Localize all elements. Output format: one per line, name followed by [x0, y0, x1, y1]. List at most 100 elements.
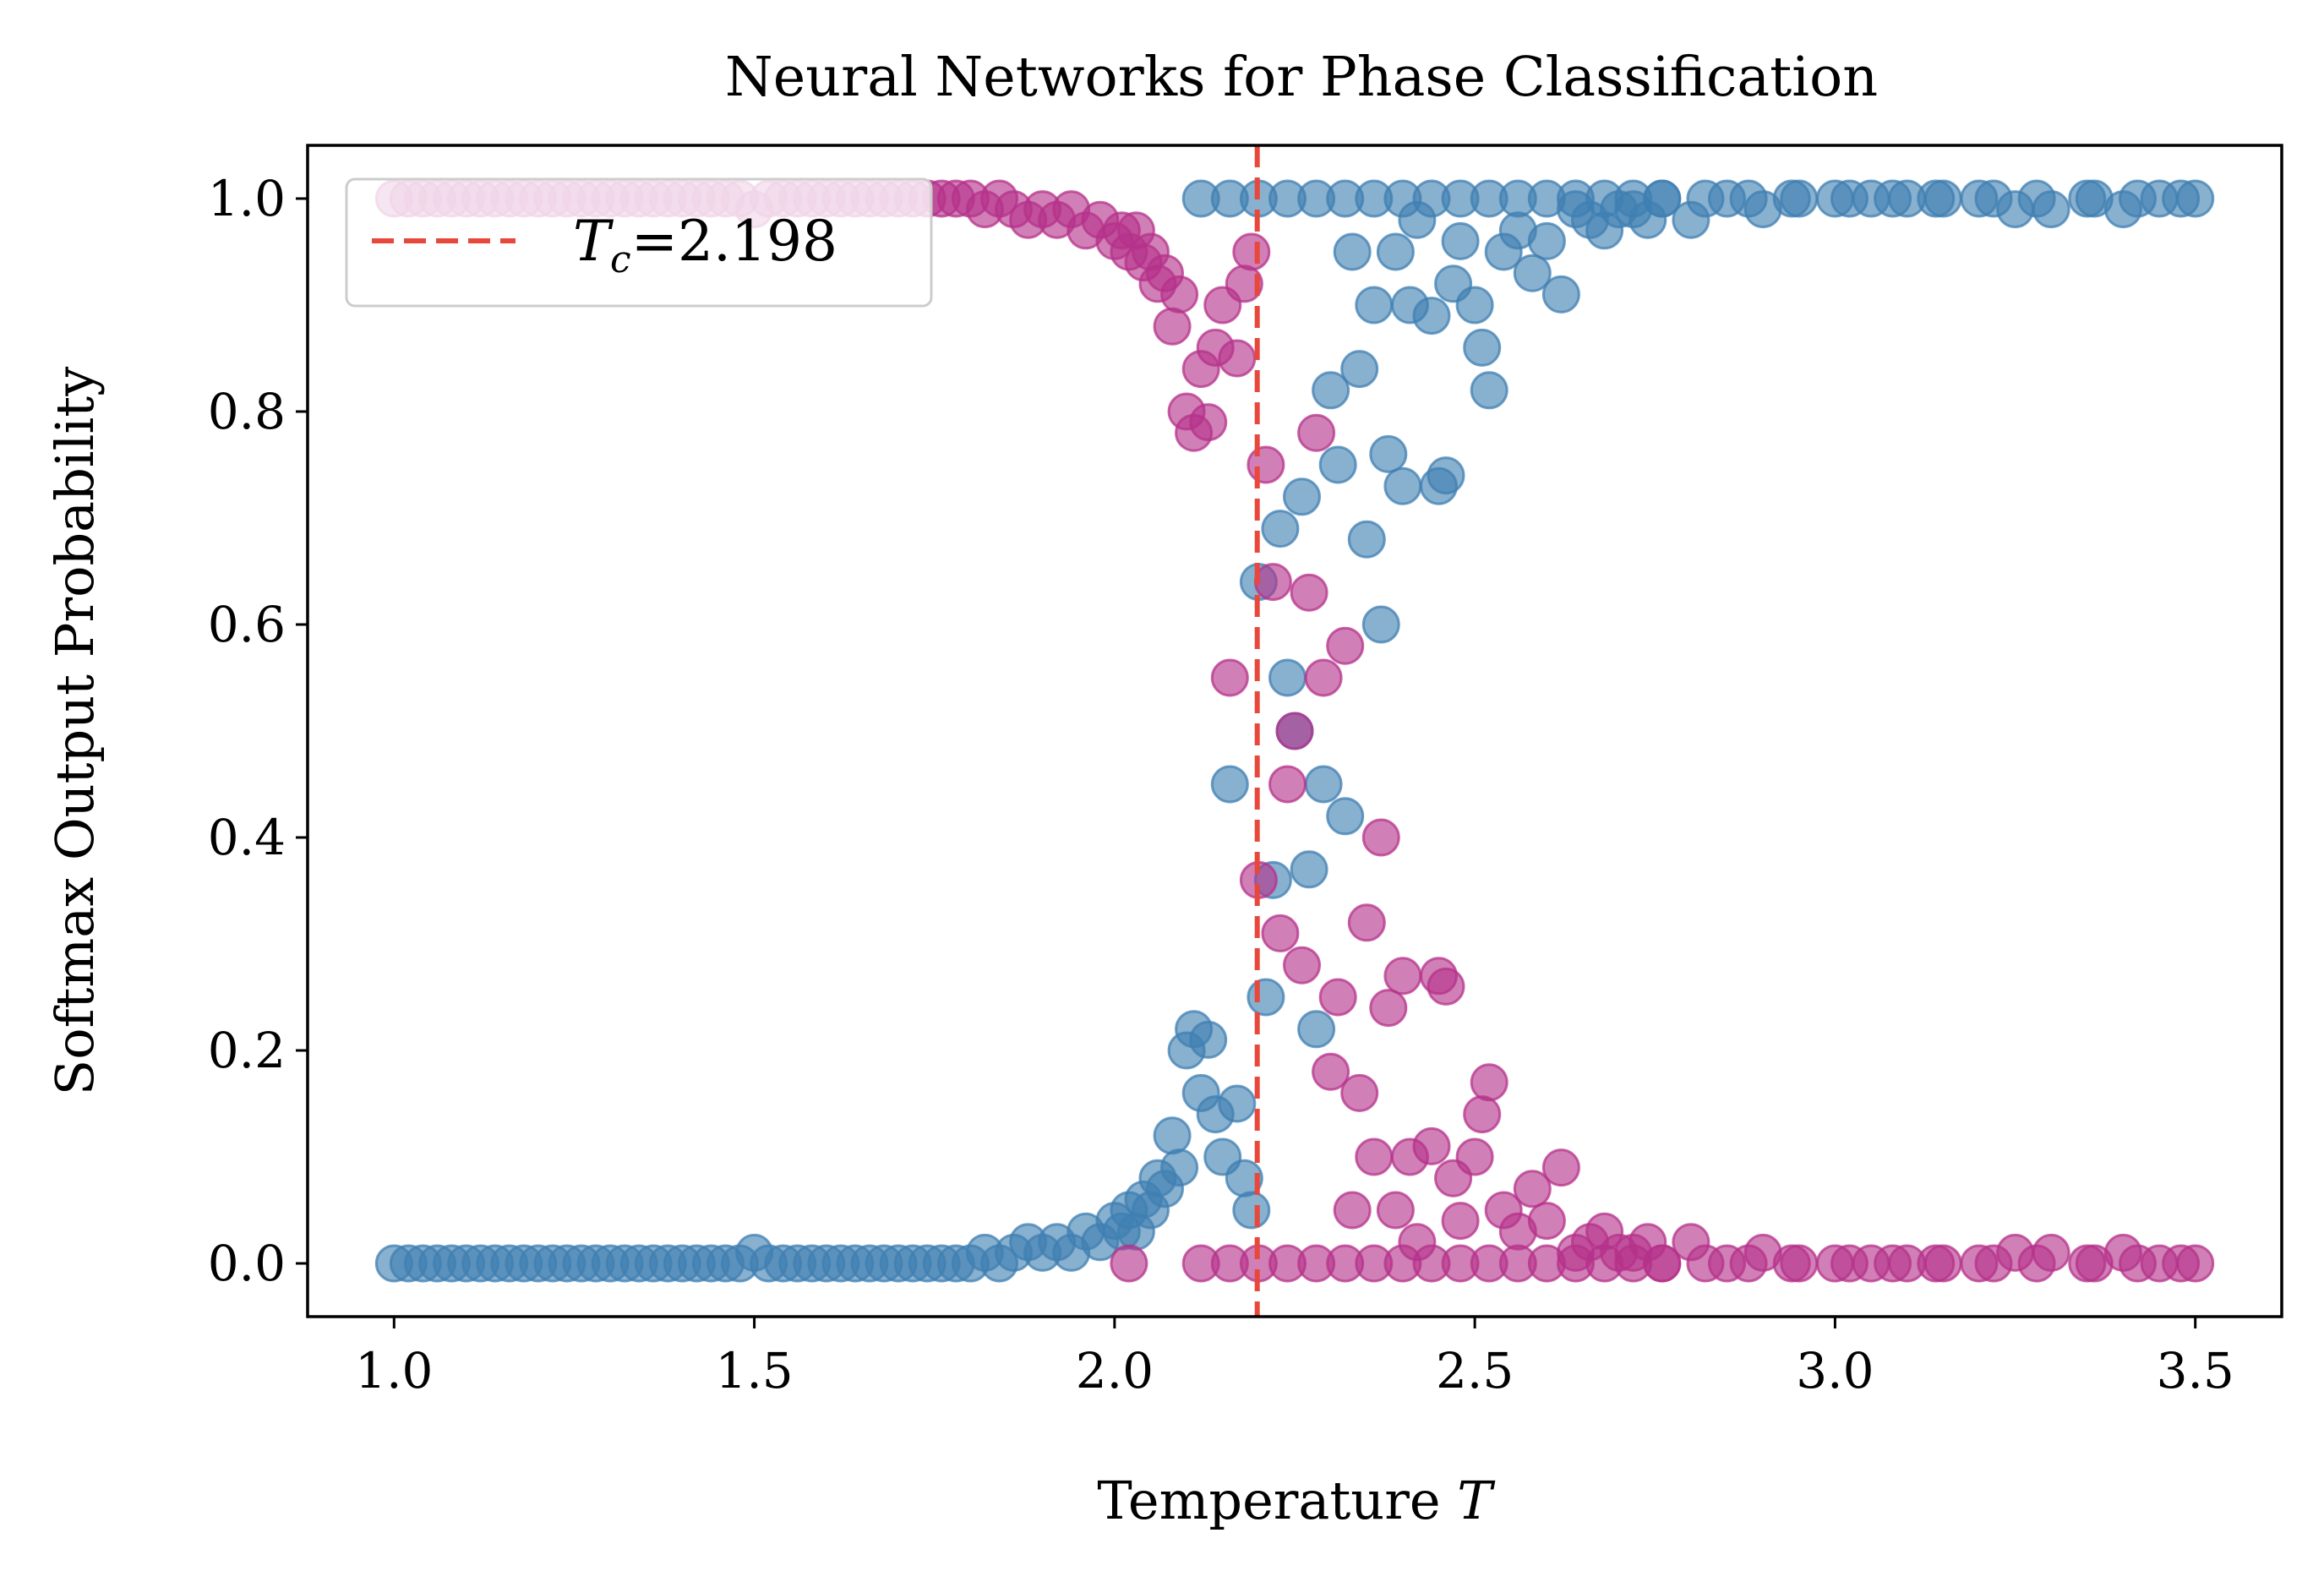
scatter-point	[1874, 1244, 1912, 1283]
scatter-point	[1290, 850, 1328, 889]
scatter-point	[1513, 1170, 1552, 1208]
y-axis: 0.0 0.2 0.4 0.6 0.8 1.0	[208, 170, 308, 1292]
x-tick-label: 2.5	[1436, 1342, 1514, 1399]
scatter-point	[1974, 1244, 2013, 1283]
scatter-point	[1232, 232, 1271, 271]
scatter-point	[1830, 179, 1868, 218]
scatter-point	[1455, 1137, 1494, 1176]
scatter-point	[1326, 797, 1365, 836]
scatter-point	[1541, 275, 1580, 314]
series-2	[374, 179, 2215, 1283]
y-tick-label: 1.0	[208, 170, 286, 227]
scatter-point	[1874, 179, 1912, 218]
scatter-point	[1427, 967, 1465, 1006]
scatter-point	[1210, 658, 1249, 697]
scatter-point	[1333, 1191, 1372, 1230]
scatter-point	[1643, 1244, 1682, 1283]
scatter-point	[1729, 1244, 1768, 1283]
scatter-point	[1772, 179, 1811, 218]
scatter-point	[1247, 445, 1285, 484]
scatter-point	[1463, 328, 1502, 367]
x-tick-label: 3.0	[1796, 1342, 1874, 1399]
scatter-point	[1218, 1084, 1257, 1123]
scatter-point	[1189, 1020, 1228, 1059]
scatter-point	[1361, 605, 1400, 644]
scatter-point	[1318, 445, 1357, 484]
legend-label: Tc=2.198	[573, 209, 837, 281]
scatter-point	[1283, 477, 1321, 516]
scatter-point	[1153, 307, 1192, 346]
legend-label-value: =2.198	[631, 209, 837, 274]
scatter-point	[1318, 978, 1357, 1017]
scatter-point	[1376, 232, 1415, 271]
scatter-point	[1268, 765, 1307, 804]
scatter-point	[1527, 221, 1566, 260]
series-1	[374, 179, 2215, 1283]
scatter-point	[2017, 1244, 2056, 1283]
y-tick-label: 0.2	[208, 1022, 286, 1079]
scatter-point	[1513, 254, 1552, 292]
scatter-point	[1463, 1095, 1502, 1134]
scatter-point	[1297, 413, 1336, 452]
scatter-point	[1160, 1148, 1199, 1187]
scatter-point	[1455, 286, 1494, 325]
x-tick-label: 3.5	[2157, 1342, 2234, 1399]
scatter-point	[1383, 466, 1422, 505]
scatter-point	[1160, 275, 1199, 314]
scatter-point	[2162, 1244, 2201, 1283]
x-tick-label: 2.0	[1076, 1342, 1154, 1399]
scatter-point	[1383, 957, 1422, 996]
legend: Tc=2.198	[345, 177, 933, 308]
scatter-point	[1541, 1148, 1580, 1187]
scatter-point	[1340, 1073, 1379, 1112]
scatter-point	[1333, 232, 1372, 271]
scatter-point	[1261, 914, 1300, 952]
scatter-point	[2162, 179, 2201, 218]
scatter-point	[1312, 1052, 1350, 1091]
scatter-point	[1232, 1191, 1271, 1230]
scatter-point	[1470, 371, 1508, 410]
chart-title: Neural Networks for Phase Classification	[725, 46, 1878, 109]
scatter-point	[1441, 1202, 1480, 1241]
scatter-point	[1189, 403, 1228, 442]
x-axis-title-text: Temperature	[1097, 1470, 1457, 1531]
scatter-point	[1297, 1010, 1336, 1049]
scatter-point	[1261, 510, 1300, 548]
x-axis: 1.0 1.5 2.0 2.5 3.0 3.5	[355, 1317, 2234, 1399]
scatter-point	[1275, 712, 1314, 750]
scatter-point	[1304, 765, 1343, 804]
scatter-point	[1268, 658, 1307, 697]
x-axis-title-variable: T	[1457, 1470, 1496, 1531]
scatter-point	[2075, 179, 2114, 218]
scatter-point	[1527, 1202, 1566, 1241]
scatter-point	[1304, 658, 1343, 697]
scatter-point	[1376, 1191, 1415, 1230]
scatter-point	[1369, 989, 1408, 1028]
scatter-point	[1283, 946, 1321, 985]
scatter-point	[1110, 1244, 1148, 1283]
scatter-point	[2119, 1244, 2157, 1283]
scatter-point	[1312, 371, 1350, 410]
scatter-point	[1830, 1244, 1868, 1283]
scatter-point	[1729, 179, 1768, 218]
scatter-point	[1441, 221, 1480, 260]
scatter-point	[1412, 1126, 1451, 1165]
scatter-point	[1347, 520, 1386, 559]
x-tick-label: 1.0	[355, 1342, 433, 1399]
scatter-point	[2075, 1244, 2114, 1283]
scatter-point	[1369, 434, 1408, 473]
scatter-point	[1340, 350, 1379, 389]
scatter-point	[1210, 765, 1249, 804]
scatter-point	[1361, 818, 1400, 857]
legend-box	[345, 177, 933, 308]
scatter-point	[2119, 179, 2157, 218]
scatter-point	[1355, 286, 1394, 325]
scatter-point	[1355, 1137, 1394, 1176]
plot-frame	[306, 144, 2283, 1318]
scatter-point	[1326, 626, 1365, 665]
y-axis-title: Softmax Output Probability	[44, 367, 106, 1095]
legend-label-variable: T	[573, 209, 614, 274]
scatter-point	[1686, 179, 1725, 218]
x-axis-title: Temperature T	[1097, 1470, 1496, 1531]
